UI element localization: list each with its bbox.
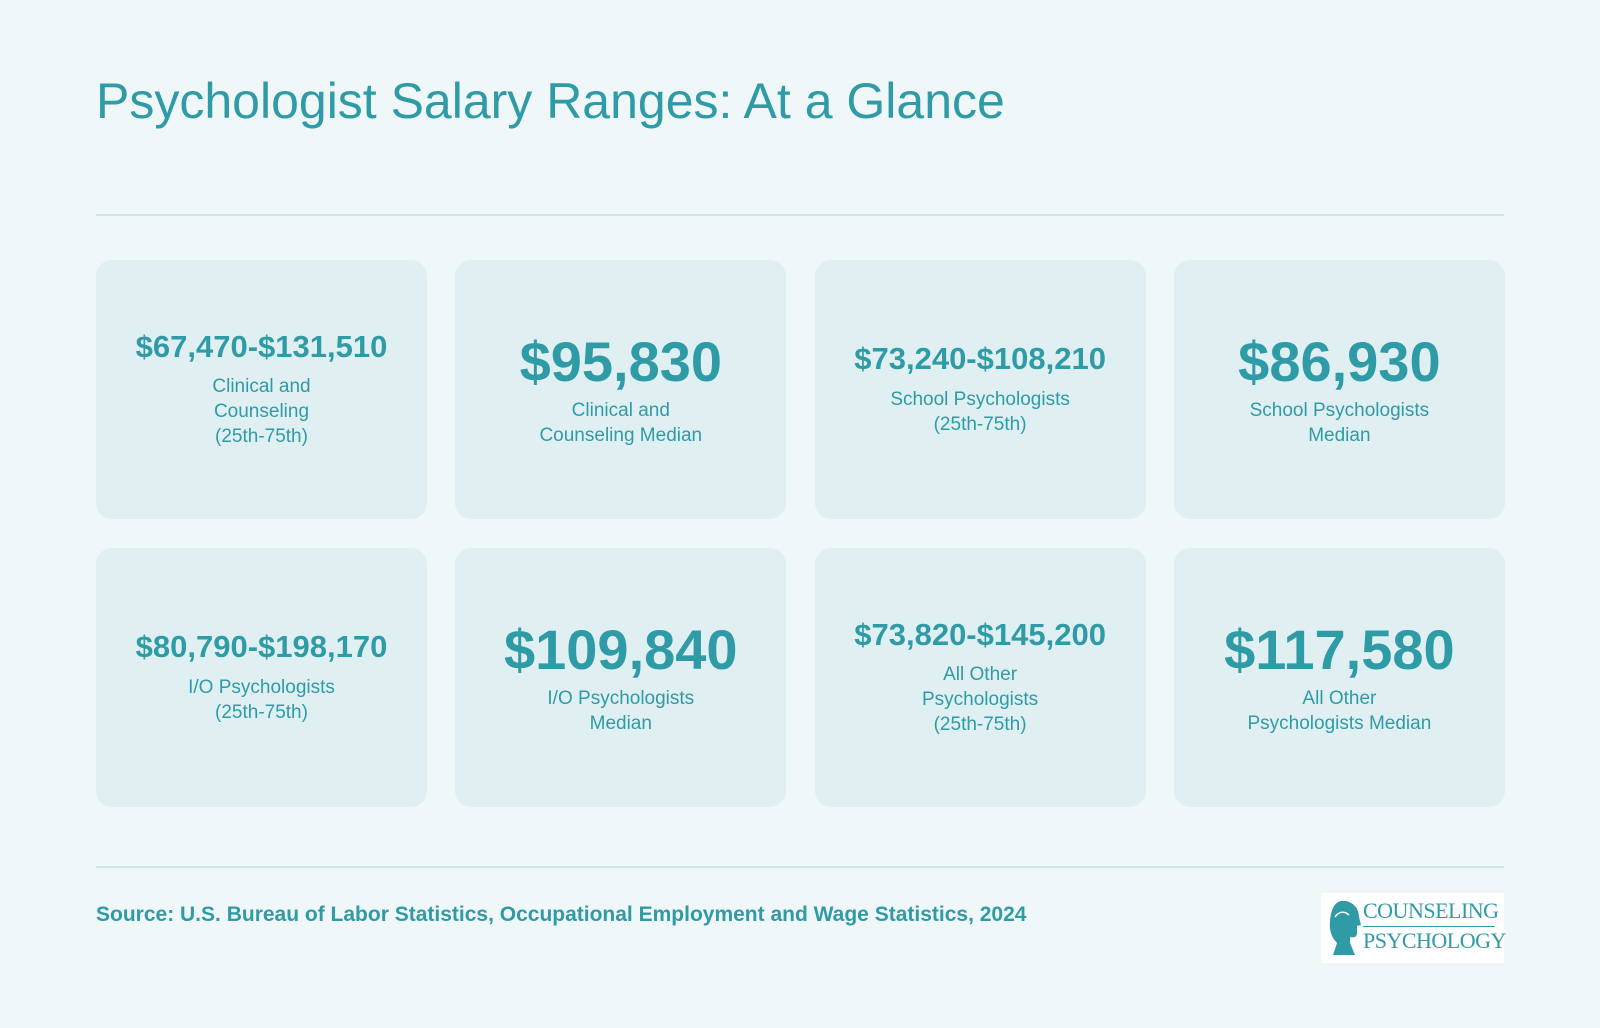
salary-label: All Other Psychologists (25th-75th): [922, 664, 1039, 736]
top-divider: [96, 214, 1504, 216]
salary-value: $109,840: [504, 617, 738, 681]
head-profile-icon: [1329, 900, 1361, 955]
salary-card-clinical-range: $67,470-$131,510 Clinical and Counseling…: [96, 260, 427, 519]
page-title: Psychologist Salary Ranges: At a Glance: [96, 73, 1005, 129]
salary-label: All Other Psychologists Median: [1247, 688, 1432, 735]
salary-card-io-range: $80,790-$198,170 I/O Psychologists (25th…: [96, 548, 427, 807]
salary-value: $73,820-$145,200: [854, 616, 1106, 652]
salary-card-other-median: $117,580 All Other Psychologists Median: [1173, 548, 1505, 807]
salary-label: School Psychologists Median: [1249, 400, 1430, 447]
logo-text-psychology: PSYCHOLOGY: [1363, 928, 1506, 953]
logo-rule: [1363, 926, 1495, 927]
source-citation: Source: U.S. Bureau of Labor Statistics,…: [96, 903, 1027, 926]
salary-card-other-range: $73,820-$145,200 All Other Psychologists…: [814, 548, 1146, 807]
salary-label: Clinical and Counseling (25th-75th): [212, 376, 311, 448]
salary-card-grid: $67,470-$131,510 Clinical and Counseling…: [96, 260, 1505, 807]
salary-value: $86,930: [1238, 329, 1441, 393]
salary-value: $67,470-$131,510: [135, 328, 388, 364]
salary-value: $117,580: [1224, 617, 1455, 681]
salary-value: $80,790-$198,170: [135, 629, 388, 665]
salary-card-school-median: $86,930 School Psychologists Median: [1173, 260, 1505, 519]
logo-text-counseling: COUNSELING: [1363, 898, 1499, 923]
salary-card-school-range: $73,240-$108,210 School Psychologists (2…: [814, 260, 1146, 519]
salary-value: $73,240-$108,210: [854, 341, 1106, 377]
salary-label: Clinical and Counseling Median: [539, 400, 703, 447]
salary-label: I/O Psychologists Median: [547, 688, 695, 735]
salary-label: I/O Psychologists (25th-75th): [188, 676, 335, 723]
salary-value: $95,830: [519, 329, 723, 393]
salary-card-io-median: $109,840 I/O Psychologists Median: [455, 548, 787, 807]
bottom-divider: [96, 866, 1504, 868]
counseling-psychology-logo: COUNSELING PSYCHOLOGY: [1321, 893, 1506, 963]
salary-label: School Psychologists (25th-75th): [890, 388, 1070, 435]
salary-card-clinical-median: $95,830 Clinical and Counseling Median: [455, 260, 787, 519]
